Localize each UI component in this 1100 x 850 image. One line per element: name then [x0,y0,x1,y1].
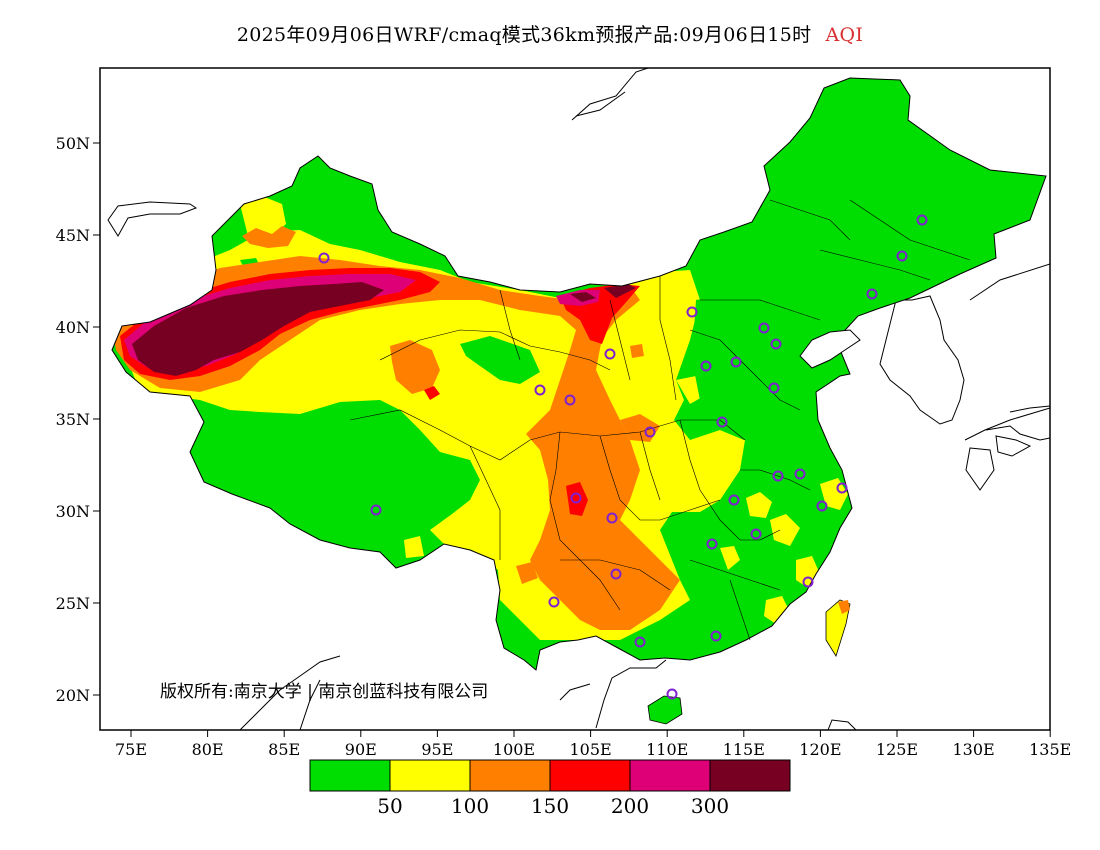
title-main: 2025年09月06日WRF/cmaq模式36km预报产品:09月06日15时 [236,24,812,46]
station-marker [610,568,622,580]
bohai-sea [799,329,861,369]
station-marker [604,348,616,360]
station-marker [794,468,806,480]
station-marker [750,528,762,540]
lat-tick-label: 30N [56,502,90,521]
station-marker [700,360,712,372]
legend-swatch [709,759,791,792]
station-marker [716,416,728,428]
station-marker [758,322,770,334]
lon-tick-label: 130E [952,740,994,759]
station-marker [836,482,848,494]
legend-swatch [389,759,471,792]
lon-tick-label: 85E [268,740,300,759]
station-marker [370,504,382,516]
lon-tick-label: 110E [646,740,688,759]
station-marker [606,512,618,524]
province-borders [349,199,971,641]
station-marker [534,384,546,396]
legend-swatch [549,759,631,792]
lat-tick-label: 45N [56,226,90,245]
lon-tick-label: 90E [345,740,377,759]
station-marker [634,636,646,648]
lat-tick-label: 25N [56,594,90,613]
latitude-axis: 50N 45N 40N 35N 30N 25N 20N [56,134,100,705]
lon-tick-label: 135E [1029,740,1071,759]
station-marker [318,252,330,264]
station-marker [816,500,828,512]
lon-tick-label: 125E [876,740,918,759]
title-variable: AQI [825,24,864,46]
station-marker [802,576,814,588]
lat-tick-label: 40N [56,318,90,337]
station-marker [866,288,878,300]
station-marker [686,306,698,318]
station-marker [548,596,560,608]
copyright-text: 版权所有:南京大学 | 南京创蓝科技有限公司 [160,682,488,702]
lat-tick-label: 50N [56,134,90,153]
lon-tick-label: 95E [421,740,453,759]
lon-tick-label: 80E [192,740,224,759]
station-marker [564,394,576,406]
lon-tick-label: 105E [569,740,611,759]
station-marker [710,630,722,642]
station-marker [730,356,742,368]
map-title: 2025年09月06日WRF/cmaq模式36km预报产品:09月06日15时 A… [0,20,1100,47]
aqi-hazardous-zones [132,282,636,376]
station-marker [728,494,740,506]
legend-swatch [629,759,711,792]
longitude-axis: 75E 80E 85E 90E 95E 100E 105E 110E 115E 120E 125E 1… [115,730,1071,759]
lon-tick-label: 75E [115,740,147,759]
legend-label: 100 [451,794,489,818]
china-outline [111,77,1047,671]
lon-tick-label: 120E [799,740,841,759]
legend-label: 50 [377,794,402,818]
station-marker [768,382,780,394]
lon-tick-label: 100E [493,740,535,759]
station-marker [666,688,678,700]
station-marker [644,426,656,438]
legend-label: 300 [691,794,729,818]
station-marker [570,492,582,504]
station-marker [896,250,908,262]
aqi-legend: 50 100 150 200 300 [309,759,791,818]
lon-tick-label: 115E [723,740,765,759]
legend-swatch [469,759,551,792]
lat-tick-label: 35N [56,410,90,429]
station-marker [706,538,718,550]
legend-label: 150 [531,794,569,818]
hainan-island [647,695,683,725]
station-markers [318,214,928,700]
aqi-good-pockets [240,258,780,440]
taiwan-island [825,599,851,657]
legend-label: 200 [611,794,649,818]
legend-swatch [309,759,391,792]
station-marker [770,338,782,350]
station-marker [916,214,928,226]
lat-tick-label: 20N [56,686,90,705]
station-marker [772,470,784,482]
